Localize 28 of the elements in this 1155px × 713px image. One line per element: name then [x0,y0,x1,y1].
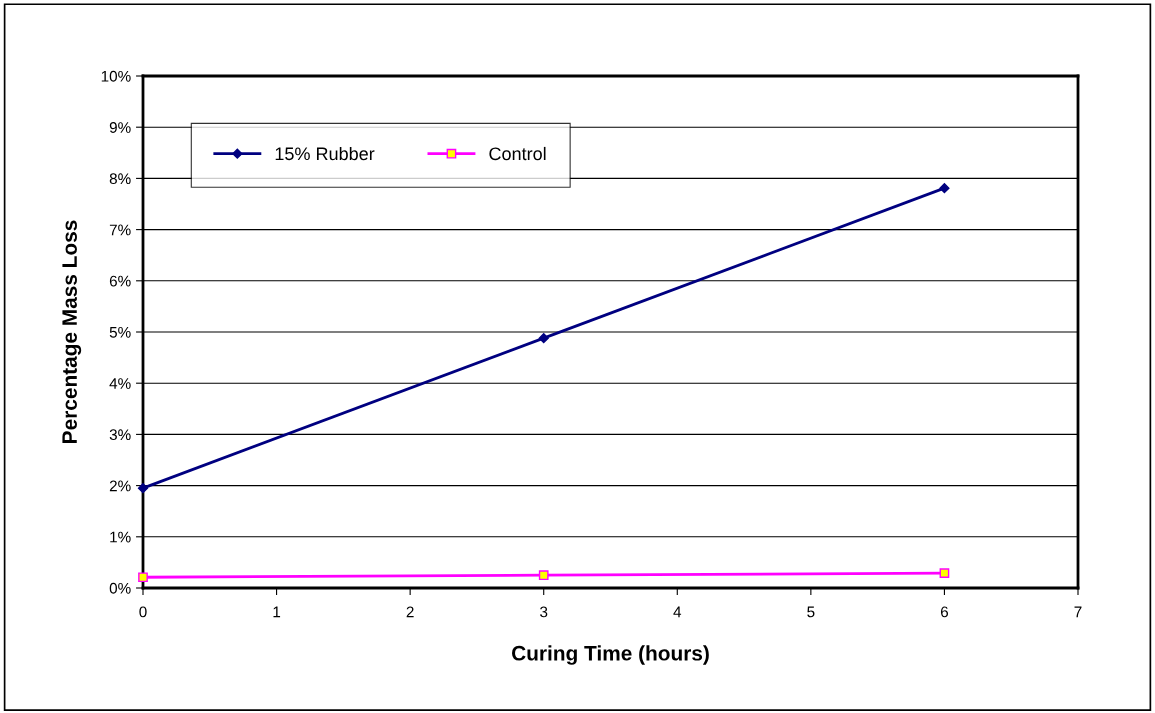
y-tick-label: 7% [109,224,131,236]
y-tick-label: 2% [109,480,131,492]
x-tick-label: 2 [406,606,414,618]
x-tick-label: 3 [540,606,548,618]
x-tick-label: 6 [940,606,949,618]
x-tick-label: 5 [807,606,815,618]
point [138,572,148,583]
y-tick-label: 5% [109,326,131,338]
y-tick-label: 6% [109,275,131,287]
y-tick-label: 4% [109,378,131,389]
point [939,183,950,194]
legend-label: 15% Rubber [275,146,375,161]
point [538,570,549,581]
y-tick-label: 3% [109,429,131,441]
legend-label: Control [489,146,546,161]
y-tick-label: 9% [109,122,131,133]
y-tick-label: 0% [109,582,131,594]
x-tick-label: 4 [673,606,682,618]
y-tick-label: 1% [110,531,131,543]
point [538,333,549,344]
y-tick-label: 10% [101,70,131,82]
x-tick-label: 1 [273,606,281,618]
x-tick-label: 7 [1074,606,1082,618]
x-tick-label: 0 [139,606,147,618]
x-axis-title: Curing Time (hours) [512,645,709,665]
point [939,568,950,579]
y-axis-title: Percentage Mass Loss [62,220,82,443]
y-tick-label: 8% [109,173,131,185]
